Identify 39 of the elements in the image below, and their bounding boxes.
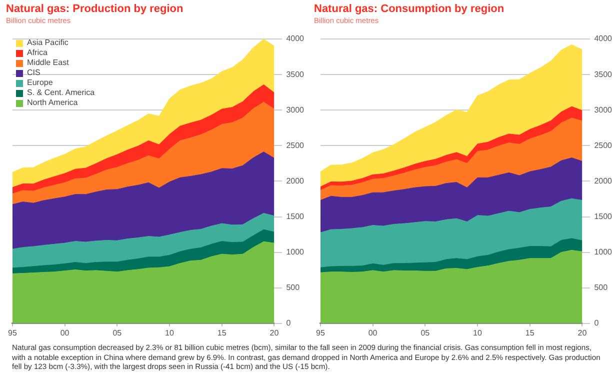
legend-label: S. & Cent. America — [27, 88, 95, 98]
legend-label: Africa — [27, 48, 48, 58]
x-tick-label: 05 — [420, 328, 430, 338]
x-tick-label: 95 — [316, 328, 326, 338]
x-tick-label: 05 — [112, 328, 122, 338]
x-tick-label: 95 — [8, 328, 18, 338]
y-tick-label: 500 — [286, 283, 300, 292]
y-tick-label: 0 — [594, 318, 600, 328]
y-tick-label: 1000 — [594, 248, 613, 257]
legend-label: Middle East — [27, 58, 69, 68]
y-tick-label: 2000 — [594, 176, 613, 186]
y-tick-label: 0 — [286, 318, 292, 328]
legend-label: Asia Pacific — [27, 38, 68, 48]
x-tick-label: 15 — [525, 328, 535, 338]
x-tick-label: 10 — [165, 328, 174, 338]
y-tick-label: 1500 — [594, 212, 613, 221]
y-tick-label: 3500 — [286, 70, 305, 79]
x-tick-label: 10 — [473, 328, 482, 338]
y-tick-label: 2500 — [286, 140, 305, 150]
legend-label: Europe — [27, 78, 53, 88]
y-tick-label: 2000 — [286, 176, 305, 186]
legend-label: North America — [27, 98, 78, 108]
y-tick-label: 4000 — [286, 34, 305, 44]
y-tick-label: 3000 — [286, 105, 305, 114]
x-tick-label: 20 — [578, 328, 588, 338]
chart-title: Natural gas: Consumption by region — [314, 3, 506, 16]
y-tick-label: 500 — [594, 283, 608, 292]
x-tick-label: 15 — [217, 328, 227, 338]
x-tick-label: 20 — [270, 328, 280, 338]
y-tick-label: 4000 — [594, 34, 613, 44]
x-tick-label: 00 — [368, 328, 378, 338]
y-tick-label: 2500 — [594, 140, 613, 150]
y-tick-label: 3500 — [594, 70, 613, 79]
x-tick-label: 00 — [60, 328, 70, 338]
y-tick-label: 1500 — [286, 212, 305, 221]
chart-title: Natural gas: Production by region — [6, 3, 184, 16]
y-tick-label: 1000 — [286, 248, 305, 257]
y-tick-label: 3000 — [594, 105, 613, 114]
legend-label: CIS — [27, 68, 40, 78]
